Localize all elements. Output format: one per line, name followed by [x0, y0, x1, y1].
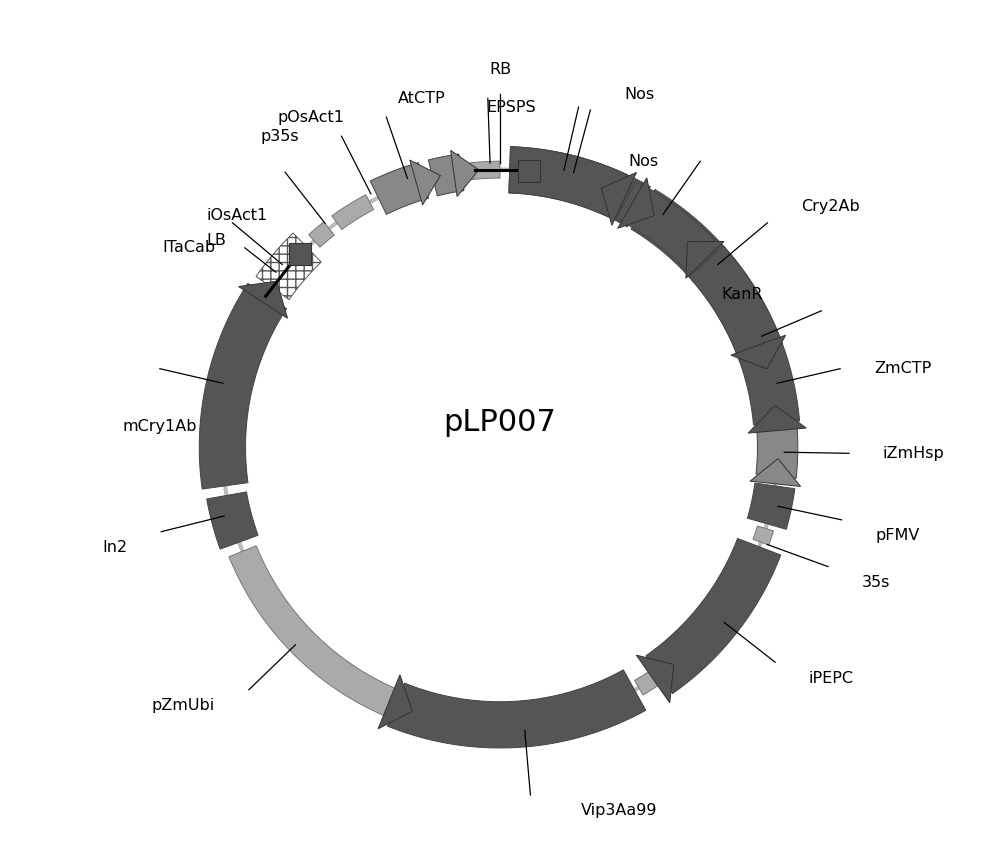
Polygon shape — [387, 670, 646, 748]
Text: iOsAct1: iOsAct1 — [207, 208, 268, 223]
Polygon shape — [618, 178, 654, 228]
Text: AtCTP: AtCTP — [398, 91, 446, 106]
Text: ZmCTP: ZmCTP — [874, 361, 931, 376]
Polygon shape — [207, 492, 258, 549]
Polygon shape — [199, 284, 287, 489]
Polygon shape — [646, 538, 781, 694]
Polygon shape — [378, 674, 412, 729]
Text: Nos: Nos — [624, 87, 654, 101]
Text: pLP007: pLP007 — [444, 408, 556, 436]
Text: mCry1Ab: mCry1Ab — [123, 419, 197, 434]
Polygon shape — [229, 546, 397, 717]
Polygon shape — [309, 222, 334, 247]
Polygon shape — [631, 189, 783, 360]
Polygon shape — [689, 246, 800, 425]
Text: Vip3Aa99: Vip3Aa99 — [581, 803, 657, 819]
Polygon shape — [731, 335, 786, 369]
Polygon shape — [509, 147, 627, 217]
Polygon shape — [509, 147, 650, 227]
Polygon shape — [686, 241, 724, 279]
Polygon shape — [635, 670, 660, 695]
Polygon shape — [601, 172, 637, 225]
Polygon shape — [370, 163, 429, 214]
Polygon shape — [747, 483, 795, 529]
Polygon shape — [451, 150, 479, 197]
Polygon shape — [470, 161, 500, 180]
Text: 35s: 35s — [862, 575, 890, 590]
Polygon shape — [753, 526, 774, 545]
Text: LB: LB — [207, 233, 226, 247]
Polygon shape — [748, 405, 806, 433]
Polygon shape — [239, 281, 288, 318]
Bar — [518, 160, 540, 182]
Polygon shape — [256, 233, 321, 300]
Text: RB: RB — [489, 62, 511, 77]
Text: pZmUbi: pZmUbi — [152, 698, 215, 713]
Text: ITaCab: ITaCab — [163, 240, 216, 255]
Text: KanR: KanR — [721, 286, 762, 301]
Polygon shape — [636, 655, 674, 703]
Polygon shape — [745, 355, 796, 420]
Text: pFMV: pFMV — [875, 528, 920, 544]
Polygon shape — [616, 181, 715, 269]
Text: iPEPC: iPEPC — [809, 671, 854, 685]
Polygon shape — [332, 195, 374, 230]
Text: p35s: p35s — [261, 128, 299, 143]
Polygon shape — [410, 160, 440, 205]
Text: iZmHsp: iZmHsp — [883, 446, 944, 461]
Text: pOsAct1: pOsAct1 — [277, 110, 344, 125]
Text: Cry2Ab: Cry2Ab — [801, 199, 860, 214]
Polygon shape — [756, 426, 798, 479]
Polygon shape — [428, 154, 464, 196]
Text: In2: In2 — [102, 540, 128, 555]
Polygon shape — [750, 458, 801, 486]
Text: Nos: Nos — [628, 154, 658, 169]
Bar — [289, 243, 311, 265]
Text: EPSPS: EPSPS — [487, 100, 536, 115]
